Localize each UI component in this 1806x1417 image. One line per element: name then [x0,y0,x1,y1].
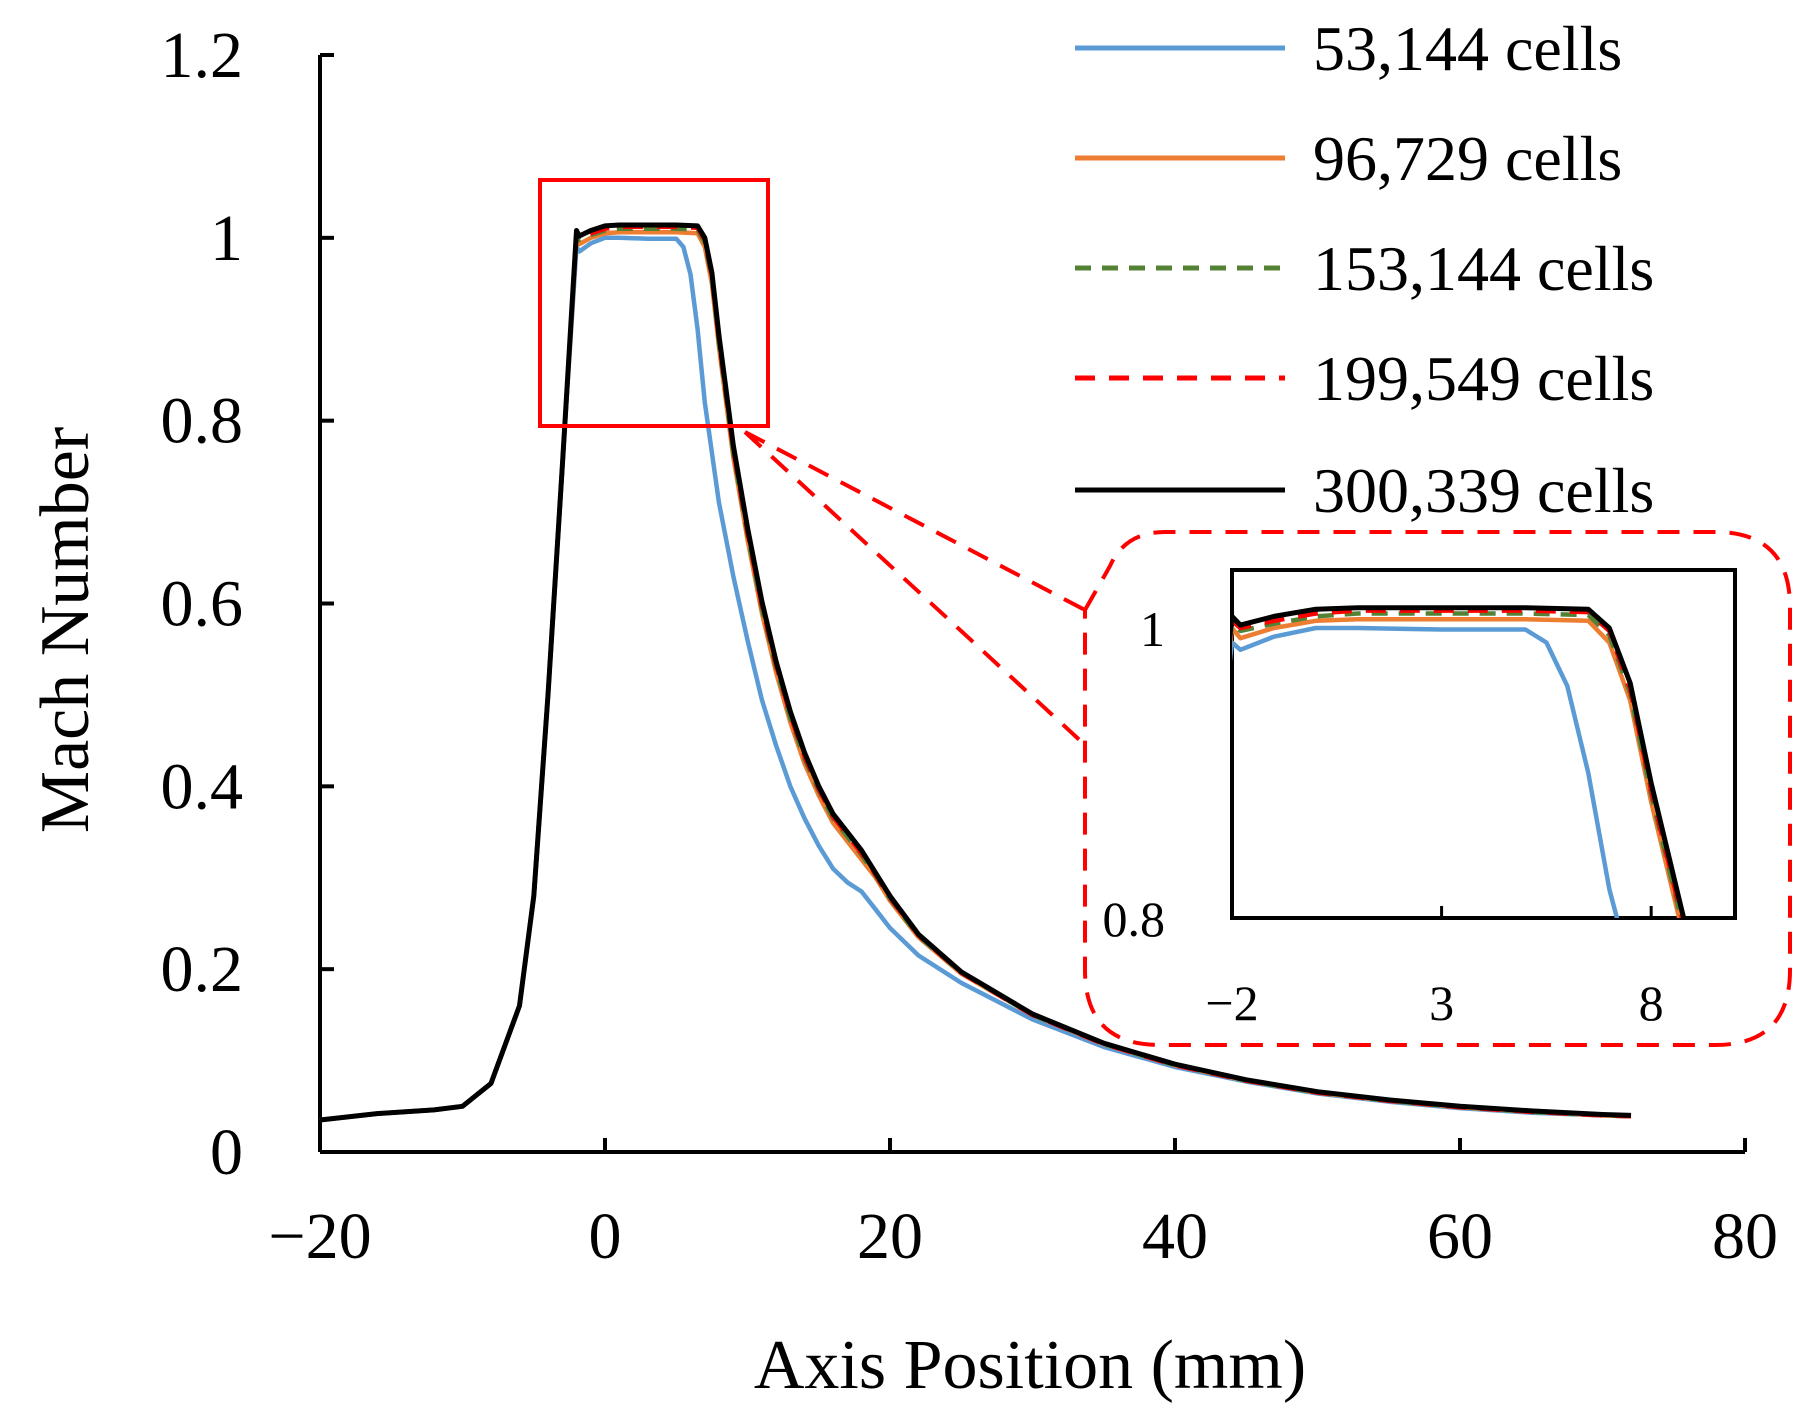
x-tick-label: 20 [857,1200,923,1273]
x-tick-label: 40 [1142,1200,1208,1273]
y-tick-label: 0.2 [161,933,244,1006]
y-tick-label: 1 [210,202,243,275]
y-axis-title: Mach Number [27,427,104,833]
series-line-5 [319,222,1632,1123]
legend-label-1: 53,144 cells [1313,13,1622,84]
main-plot-series [319,222,1632,1123]
zoom-connector-upper [744,430,1086,612]
legend-label-2: 96,729 cells [1313,123,1622,194]
inset-series-line-3 [1232,611,1684,918]
legend-label-4: 199,549 cells [1313,343,1654,414]
x-tick-label: 0 [589,1200,622,1273]
zoom-connector-lower [743,430,1087,747]
inset-y-tick-label: 1 [1140,601,1165,657]
y-tick-label: 1.2 [161,19,244,92]
legend-label-5: 300,339 cells [1313,455,1654,526]
legend: 53,144 cells 96,729 cells 153,144 cells 199… [1075,13,1654,526]
inset-x-tick-label: 3 [1429,975,1454,1031]
x-tick-label: 60 [1427,1200,1493,1273]
x-tick-label: 80 [1712,1200,1778,1273]
inset-axis-ticks: −2 3 8 0.8 1 [1103,601,1664,1031]
inset-plot: −2 3 8 0.8 1 [1103,568,1737,1031]
inset-plot-series [1232,605,1687,918]
x-tick-label: −20 [268,1200,371,1273]
inset-callout-border [1083,530,1792,1047]
inset-x-tick-label: −2 [1205,975,1258,1031]
legend-label-3: 153,144 cells [1313,233,1654,304]
y-tick-label: 0.6 [161,568,244,641]
x-axis-title: Axis Position (mm) [754,1327,1306,1404]
inset-y-tick-label: 0.8 [1103,891,1166,947]
zoom-region-box [538,178,770,428]
inset-x-tick-label: 8 [1639,975,1664,1031]
y-tick-label: 0.8 [161,385,244,458]
x-axis-ticks: −20 0 20 40 60 80 [268,1138,1778,1273]
y-tick-label: 0 [210,1116,243,1189]
inset-series-line-5 [1232,605,1687,918]
inset-series-line-1 [1232,625,1620,918]
inset-series-line-2 [1232,617,1682,918]
y-tick-label: 0.4 [161,750,244,823]
y-axis-ticks: 0 0.2 0.4 0.6 0.8 1 1.2 [161,19,334,1189]
